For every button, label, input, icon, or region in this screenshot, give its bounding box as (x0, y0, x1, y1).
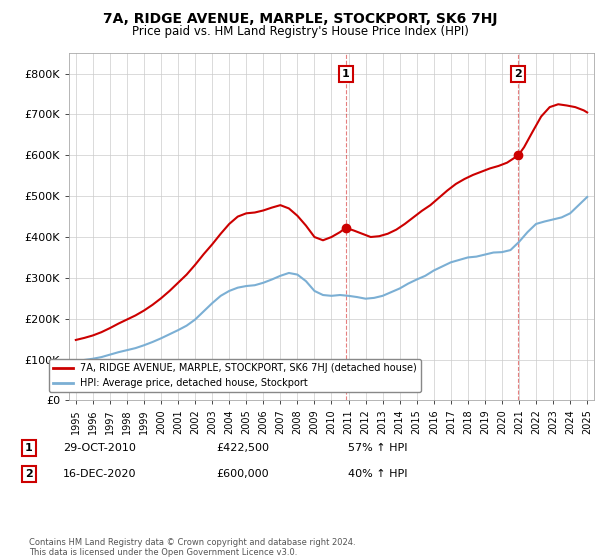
Text: Price paid vs. HM Land Registry's House Price Index (HPI): Price paid vs. HM Land Registry's House … (131, 25, 469, 38)
Legend: 7A, RIDGE AVENUE, MARPLE, STOCKPORT, SK6 7HJ (detached house), HPI: Average pric: 7A, RIDGE AVENUE, MARPLE, STOCKPORT, SK6… (49, 360, 421, 392)
Text: £422,500: £422,500 (216, 443, 269, 453)
Text: 57% ↑ HPI: 57% ↑ HPI (348, 443, 407, 453)
Text: 1: 1 (25, 443, 32, 453)
Text: 40% ↑ HPI: 40% ↑ HPI (348, 469, 407, 479)
Text: 2: 2 (25, 469, 32, 479)
Text: 1: 1 (342, 69, 350, 78)
Text: 29-OCT-2010: 29-OCT-2010 (63, 443, 136, 453)
Text: 7A, RIDGE AVENUE, MARPLE, STOCKPORT, SK6 7HJ: 7A, RIDGE AVENUE, MARPLE, STOCKPORT, SK6… (103, 12, 497, 26)
Text: 16-DEC-2020: 16-DEC-2020 (63, 469, 137, 479)
Text: 2: 2 (514, 69, 522, 78)
Text: Contains HM Land Registry data © Crown copyright and database right 2024.
This d: Contains HM Land Registry data © Crown c… (29, 538, 355, 557)
Text: £600,000: £600,000 (216, 469, 269, 479)
